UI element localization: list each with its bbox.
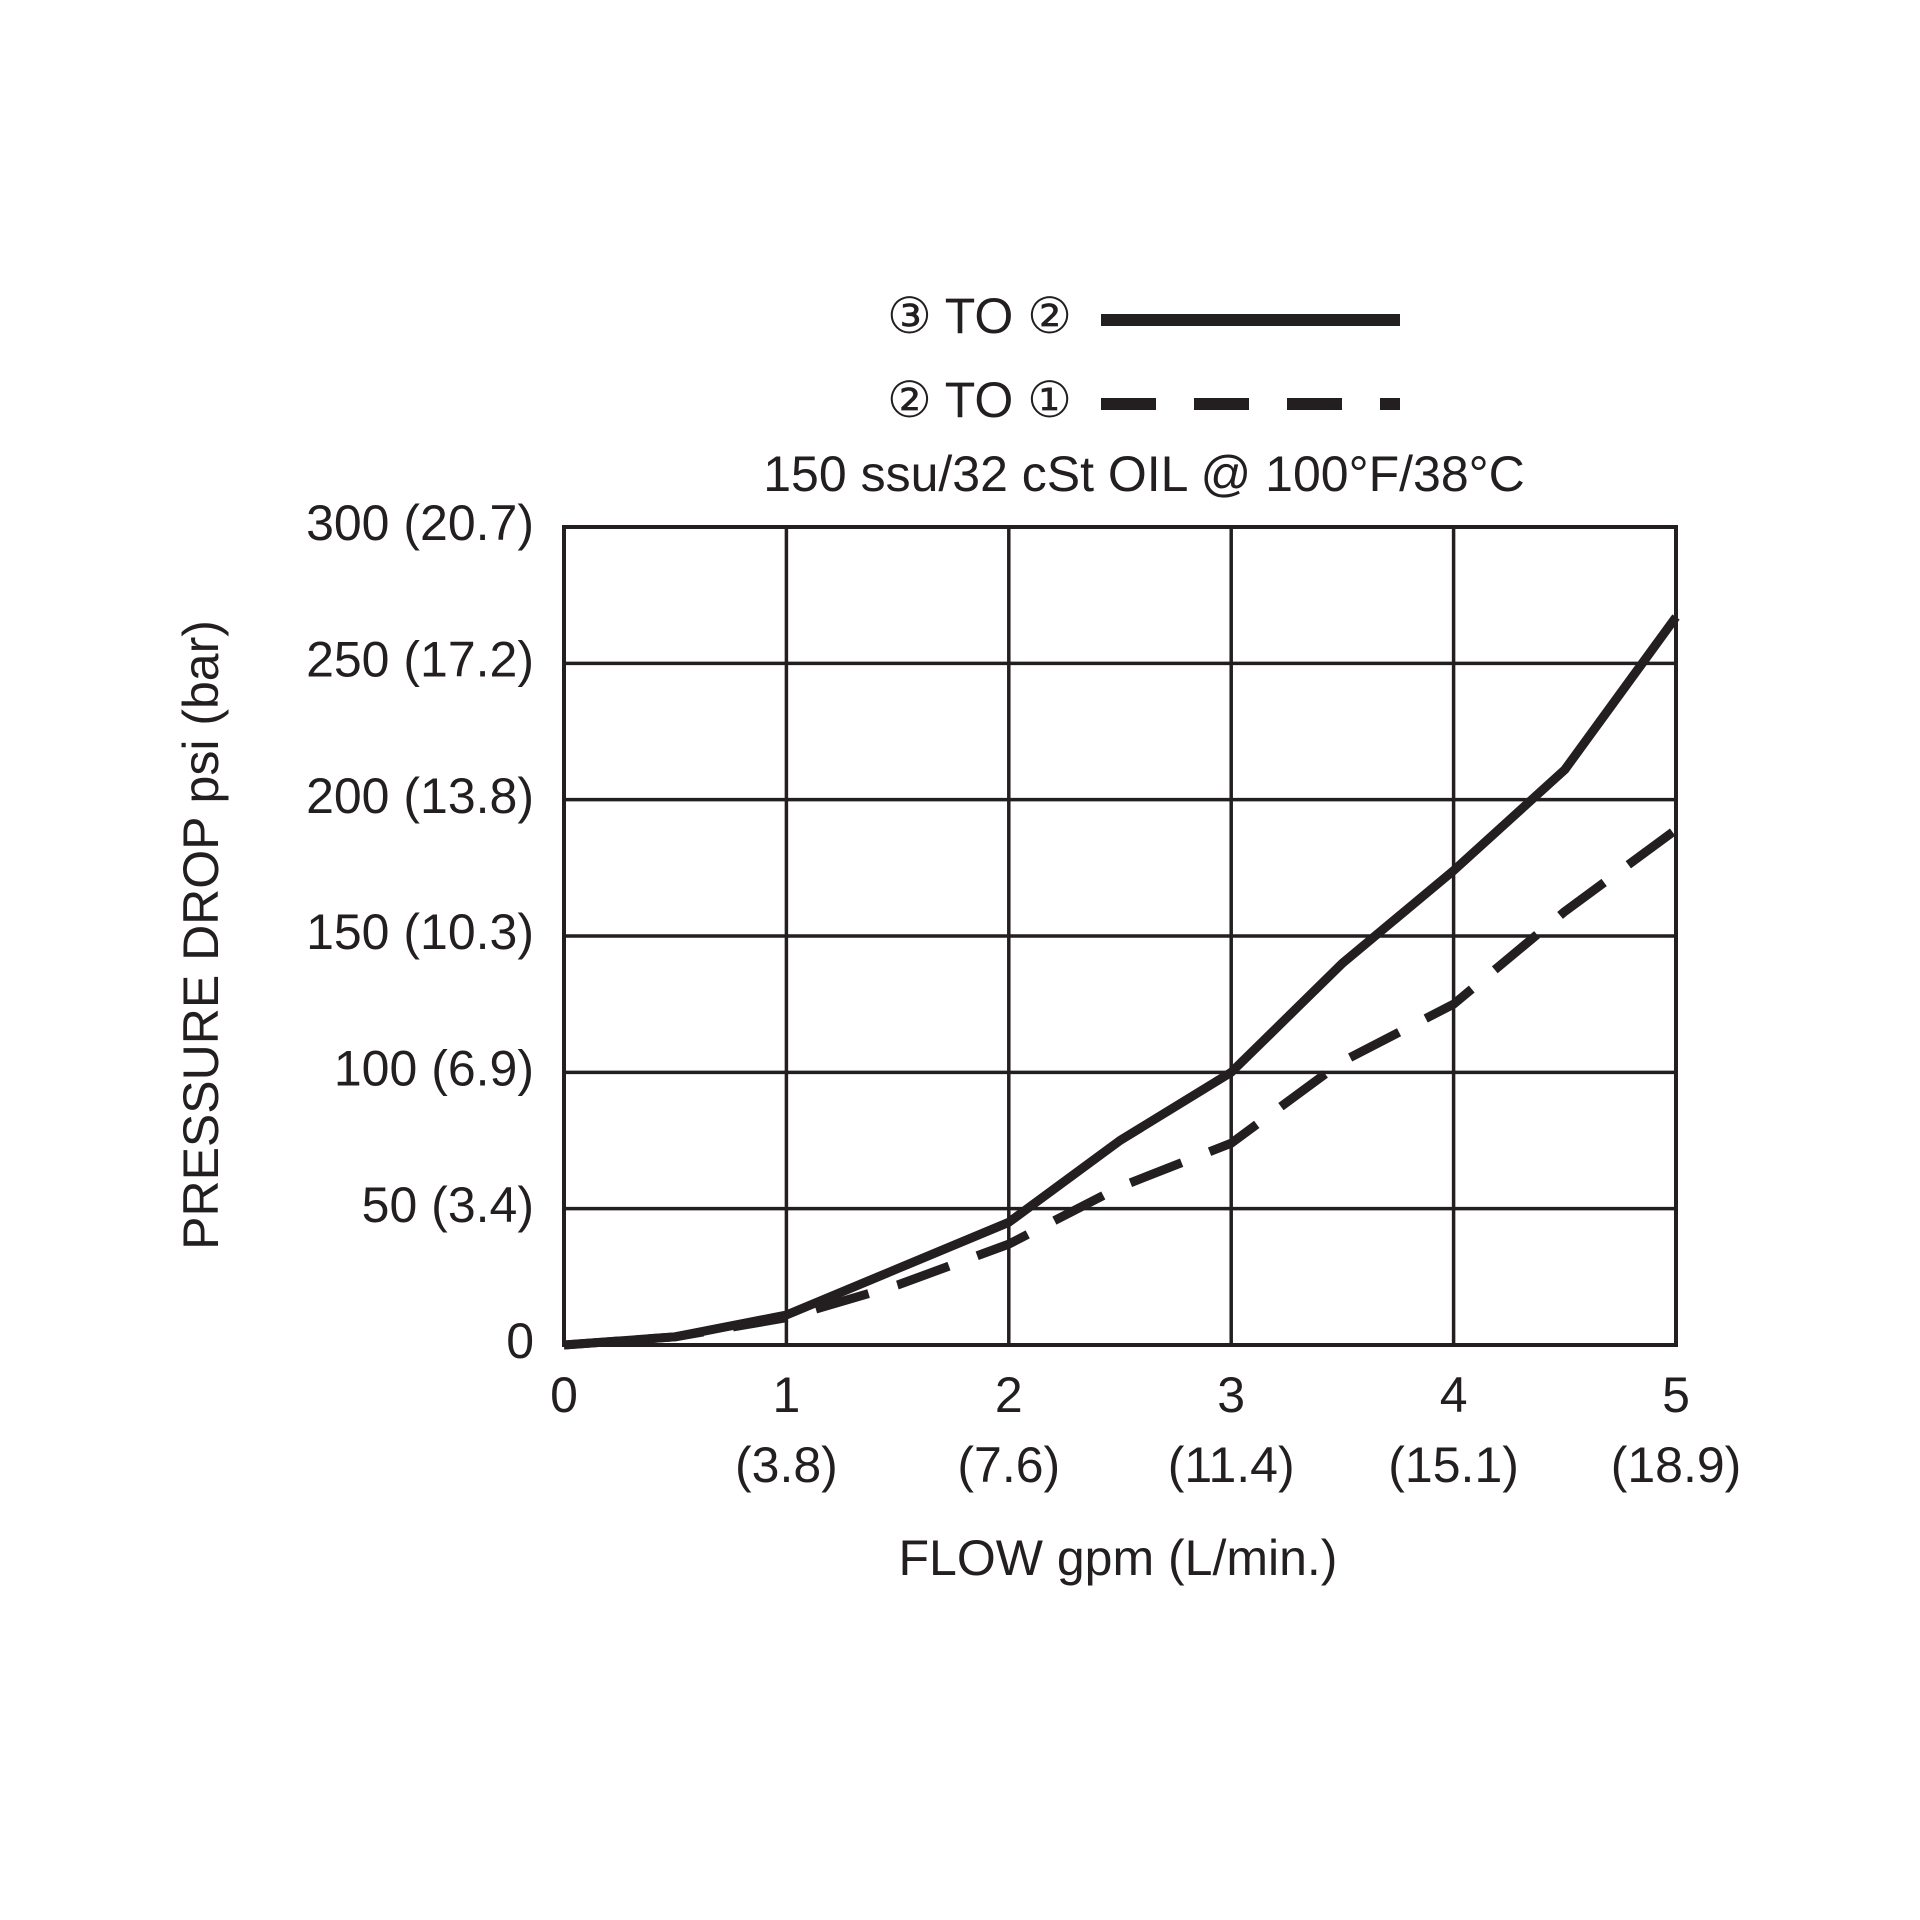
- legend-label: ③ TO ②: [887, 288, 1072, 344]
- y-tick-label: 200 (13.8): [306, 768, 534, 824]
- y-tick-label: 300 (20.7): [306, 495, 534, 551]
- x-tick-label: 1 (3.8): [734, 1367, 838, 1493]
- y-tick-label: 50 (3.4): [362, 1177, 534, 1233]
- data-line: [563, 826, 1679, 1350]
- x-tick-label: 3 (11.4): [1167, 1367, 1295, 1493]
- y-axis-label: PRESSURE DROP psi (bar): [173, 620, 229, 1250]
- x-tick-label: 0: [550, 1367, 578, 1423]
- chart-subtitle: 150 ssu/32 cSt OIL @ 100°F/38°C: [763, 446, 1525, 502]
- x-axis-label: FLOW gpm (L/min.): [899, 1530, 1338, 1586]
- y-tick-label: 150 (10.3): [306, 904, 534, 960]
- legend-label: ② TO ①: [887, 372, 1072, 428]
- y-tick-label: 0: [506, 1313, 534, 1369]
- plot-frame: [562, 525, 1678, 1347]
- x-tick-label: 2 (7.6): [957, 1367, 1061, 1493]
- y-tick-label: 250 (17.2): [306, 632, 534, 688]
- x-tick-label: 4 (15.1): [1388, 1367, 1519, 1493]
- y-tick-label: 100 (6.9): [334, 1041, 534, 1097]
- x-tick-label: 5 (18.9): [1610, 1367, 1742, 1493]
- data-line: [563, 614, 1680, 1350]
